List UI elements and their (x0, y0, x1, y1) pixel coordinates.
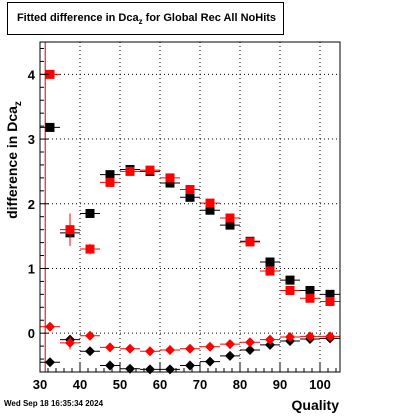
data-point-diamond (165, 364, 175, 375)
data-point-diamond (125, 343, 135, 354)
x-tick-label: 30 (33, 377, 47, 392)
x-tick-label: 60 (153, 377, 167, 392)
data-point-diamond (305, 331, 315, 342)
data-point-square (205, 198, 215, 208)
data-point-diamond (145, 346, 155, 357)
data-point-diamond (245, 345, 255, 355)
y-tick-label: 4 (28, 67, 36, 82)
y-tick-label: 1 (28, 261, 35, 276)
y-tick-label: 0 (28, 326, 35, 341)
data-point-diamond (45, 321, 55, 332)
data-point-diamond (205, 341, 215, 352)
y-tick-label: 2 (28, 197, 35, 212)
data-point-diamond (85, 346, 95, 357)
data-point-diamond (325, 331, 335, 342)
data-point-diamond (105, 360, 115, 371)
data-point-square (145, 165, 155, 175)
chart-title-box: Fitted difference in Dcaz for Global Rec… (7, 2, 284, 35)
data-point-square (265, 266, 275, 276)
data-point-diamond (205, 356, 215, 367)
data-point-square (125, 166, 135, 176)
data-point-diamond (185, 360, 195, 371)
data-point-square (65, 225, 75, 235)
x-tick-label: 80 (233, 377, 247, 392)
data-point-square (85, 244, 95, 254)
data-point-square (165, 178, 175, 188)
timestamp: Wed Sep 18 16:35:34 2024 (4, 399, 104, 408)
data-point-square (185, 192, 195, 202)
data-point-square (105, 177, 115, 187)
chart-title: Fitted difference in Dcaz for Global Rec… (16, 12, 277, 27)
y-axis-label: difference in Dcaz (4, 101, 24, 219)
data-point-diamond (265, 334, 275, 345)
x-tick-label: 40 (73, 377, 87, 392)
data-point-square (245, 237, 255, 247)
marks-layer (40, 42, 340, 375)
data-point-square (45, 69, 55, 79)
data-point-diamond (245, 337, 255, 348)
data-point-square (165, 173, 175, 183)
data-point-diamond (105, 342, 115, 353)
data-point-square (85, 208, 95, 218)
plot-frame (39, 41, 341, 373)
data-point-square (105, 170, 115, 180)
y-tick-label: 3 (28, 132, 35, 147)
data-point-diamond (45, 357, 55, 368)
data-point-square (325, 296, 335, 306)
data-point-square (285, 285, 295, 295)
grid-layer (40, 42, 340, 372)
data-point-square (265, 257, 275, 267)
data-point-square (305, 293, 315, 303)
data-point-diamond (65, 337, 75, 348)
data-point-diamond (145, 364, 155, 375)
axis-layer: 30 40 50 60 70 80 90 100 0 1 2 3 4 (28, 47, 337, 392)
data-point-square (225, 213, 235, 223)
data-point-diamond (165, 345, 175, 355)
data-point-square (325, 289, 335, 299)
data-point-square (205, 205, 215, 215)
x-tick-label: 70 (193, 377, 207, 392)
x-tick-label: 50 (113, 377, 127, 392)
data-point-diamond (285, 332, 295, 343)
data-point-square (45, 122, 55, 132)
data-point-diamond (265, 339, 275, 350)
x-tick-label: 90 (273, 377, 287, 392)
x-tick-label: 100 (309, 377, 331, 392)
data-point-square (185, 185, 195, 195)
data-point-diamond (225, 339, 235, 350)
x-axis-label: Quality (292, 397, 340, 413)
data-point-square (225, 220, 235, 230)
data-point-diamond (225, 350, 235, 361)
data-point-square (305, 285, 315, 295)
data-point-square (285, 275, 295, 285)
data-point-diamond (85, 330, 95, 341)
data-point-diamond (185, 343, 195, 354)
